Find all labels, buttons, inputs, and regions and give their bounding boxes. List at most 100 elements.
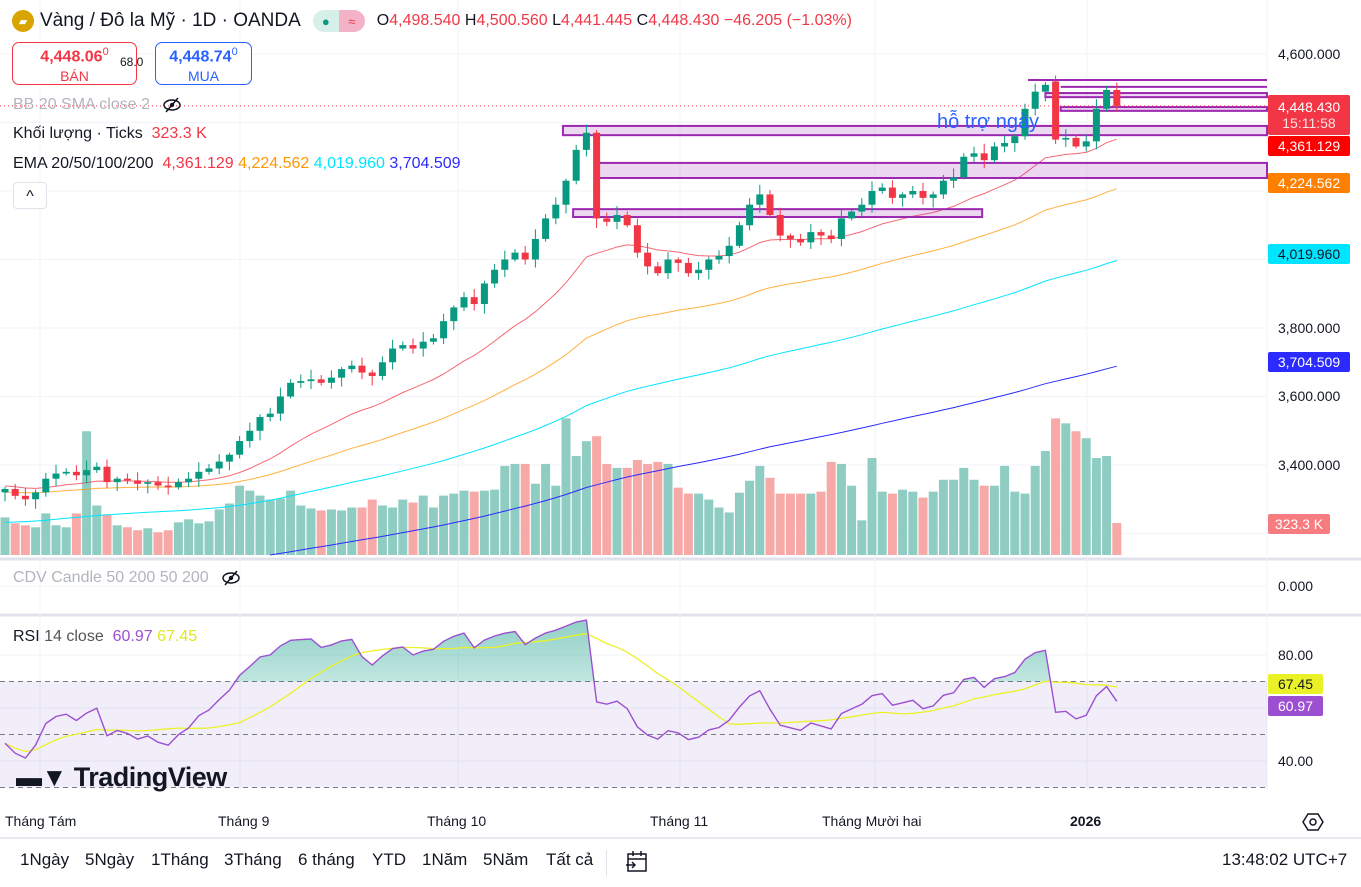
candle-body	[134, 480, 142, 484]
candle	[1041, 82, 1049, 102]
support-annotation[interactable]: hỗ trợ ngày	[937, 111, 1040, 133]
volume-bar	[816, 491, 826, 555]
candle-body	[103, 466, 111, 483]
hidden-eye-icon[interactable]	[162, 95, 182, 115]
candle	[990, 142, 998, 163]
candle	[93, 462, 101, 473]
ema50-value: 4,224.562	[238, 155, 310, 172]
candle-body	[715, 256, 723, 260]
candle	[256, 414, 264, 441]
range-1m[interactable]: 1Tháng	[151, 850, 209, 869]
range-5d[interactable]: 5Ngày	[85, 850, 135, 869]
volume-bar	[133, 530, 143, 555]
range-6m[interactable]: 6 tháng	[298, 850, 355, 869]
candle	[1001, 135, 1009, 153]
candle-body	[195, 471, 203, 479]
volume-bar	[938, 479, 948, 555]
candle	[52, 464, 60, 487]
ema-legend[interactable]: EMA 20/50/100/200 4,361.129 4,224.562 4,…	[13, 155, 461, 172]
candle	[725, 236, 733, 264]
clock[interactable]: 13:48:02 UTC+7	[1222, 850, 1348, 869]
candle	[389, 339, 397, 370]
symbol-title[interactable]: Vàng / Đô la Mỹ · 1D · OANDA	[40, 10, 301, 31]
candle	[154, 476, 162, 490]
candle-body	[327, 377, 335, 383]
candle	[950, 168, 958, 189]
bb-legend[interactable]: BB 20 SMA close 2	[13, 95, 182, 115]
volume-bar	[408, 502, 418, 555]
candle-body	[501, 259, 509, 270]
sell-button[interactable]: 4,448.060 BÁN	[12, 42, 137, 85]
range-5y[interactable]: 5Năm	[483, 850, 529, 869]
range-1y[interactable]: 1Năm	[422, 850, 468, 869]
volume-bar	[592, 436, 602, 555]
candle	[1, 486, 9, 502]
price-axis-label: 4,600.000	[1278, 46, 1341, 62]
candle-body	[552, 204, 560, 219]
market-status[interactable]: ● ≈	[312, 10, 365, 32]
rsi-legend[interactable]: RSI 14 close 60.97 67.45	[13, 628, 198, 645]
volume-bar	[694, 493, 704, 555]
candle-body	[858, 204, 866, 212]
candle	[113, 476, 121, 491]
volume-bar	[520, 463, 530, 555]
time-axis-label: Tháng 11	[650, 813, 709, 829]
candle	[858, 198, 866, 217]
hidden-eye-icon[interactable]	[221, 568, 241, 588]
volume-bar	[490, 489, 500, 555]
range-all[interactable]: Tất cả	[546, 850, 594, 869]
candle-body	[378, 362, 386, 376]
volume-bar	[530, 483, 540, 555]
candle	[195, 462, 203, 487]
volume-bar	[745, 480, 755, 555]
collapse-legend-button[interactable]: ^	[13, 182, 47, 209]
candle-body	[368, 372, 376, 376]
volume-bar	[663, 463, 673, 555]
range-1d[interactable]: 1Ngày	[20, 850, 70, 869]
candle	[888, 180, 896, 204]
candle-body	[970, 153, 978, 157]
settings-icon[interactable]	[1302, 811, 1324, 833]
volume-bar	[10, 523, 20, 555]
candle	[378, 356, 386, 381]
volume-tag: 323.3 K	[1268, 514, 1330, 534]
candle-body	[623, 214, 631, 226]
volume-bar	[602, 463, 612, 555]
volume-bar	[275, 498, 285, 555]
candle	[644, 243, 652, 275]
candle	[1052, 75, 1060, 144]
cdv-legend[interactable]: CDV Candle 50 200 50 200	[13, 568, 241, 588]
volume-bar	[836, 463, 846, 555]
candle-body	[531, 238, 539, 260]
candle	[368, 369, 376, 386]
candle-body	[766, 194, 774, 215]
candle-body	[389, 348, 397, 363]
range-3m[interactable]: 3Tháng	[224, 850, 282, 869]
candle	[338, 367, 346, 387]
goto-date-icon[interactable]	[624, 849, 650, 875]
candle-body	[919, 191, 927, 198]
candle	[623, 211, 631, 228]
volume-bar	[775, 493, 785, 555]
candle	[501, 250, 509, 278]
price-axis-label: 3,400.000	[1278, 457, 1341, 473]
volume-legend[interactable]: Khối lượng · Ticks 323.3 K	[13, 125, 207, 142]
range-ytd[interactable]: YTD	[372, 850, 406, 869]
candle-body	[72, 471, 80, 476]
candle-body	[236, 441, 244, 455]
candle-body	[1011, 136, 1019, 144]
ema20-value: 4,361.129	[162, 155, 234, 172]
candle-body	[440, 321, 448, 339]
volume-bar	[561, 418, 571, 555]
tradingview-watermark: ▬▼ TradingView	[16, 762, 227, 792]
candle	[929, 191, 937, 208]
candle-body	[664, 259, 672, 274]
time-axis-label: 2026	[1070, 813, 1102, 829]
candle	[246, 422, 254, 448]
volume-bar	[928, 491, 938, 555]
candle	[72, 465, 80, 481]
buy-button[interactable]: 4,448.740 MUA	[155, 42, 252, 85]
candle-body	[613, 214, 621, 222]
candle-body	[450, 307, 458, 322]
